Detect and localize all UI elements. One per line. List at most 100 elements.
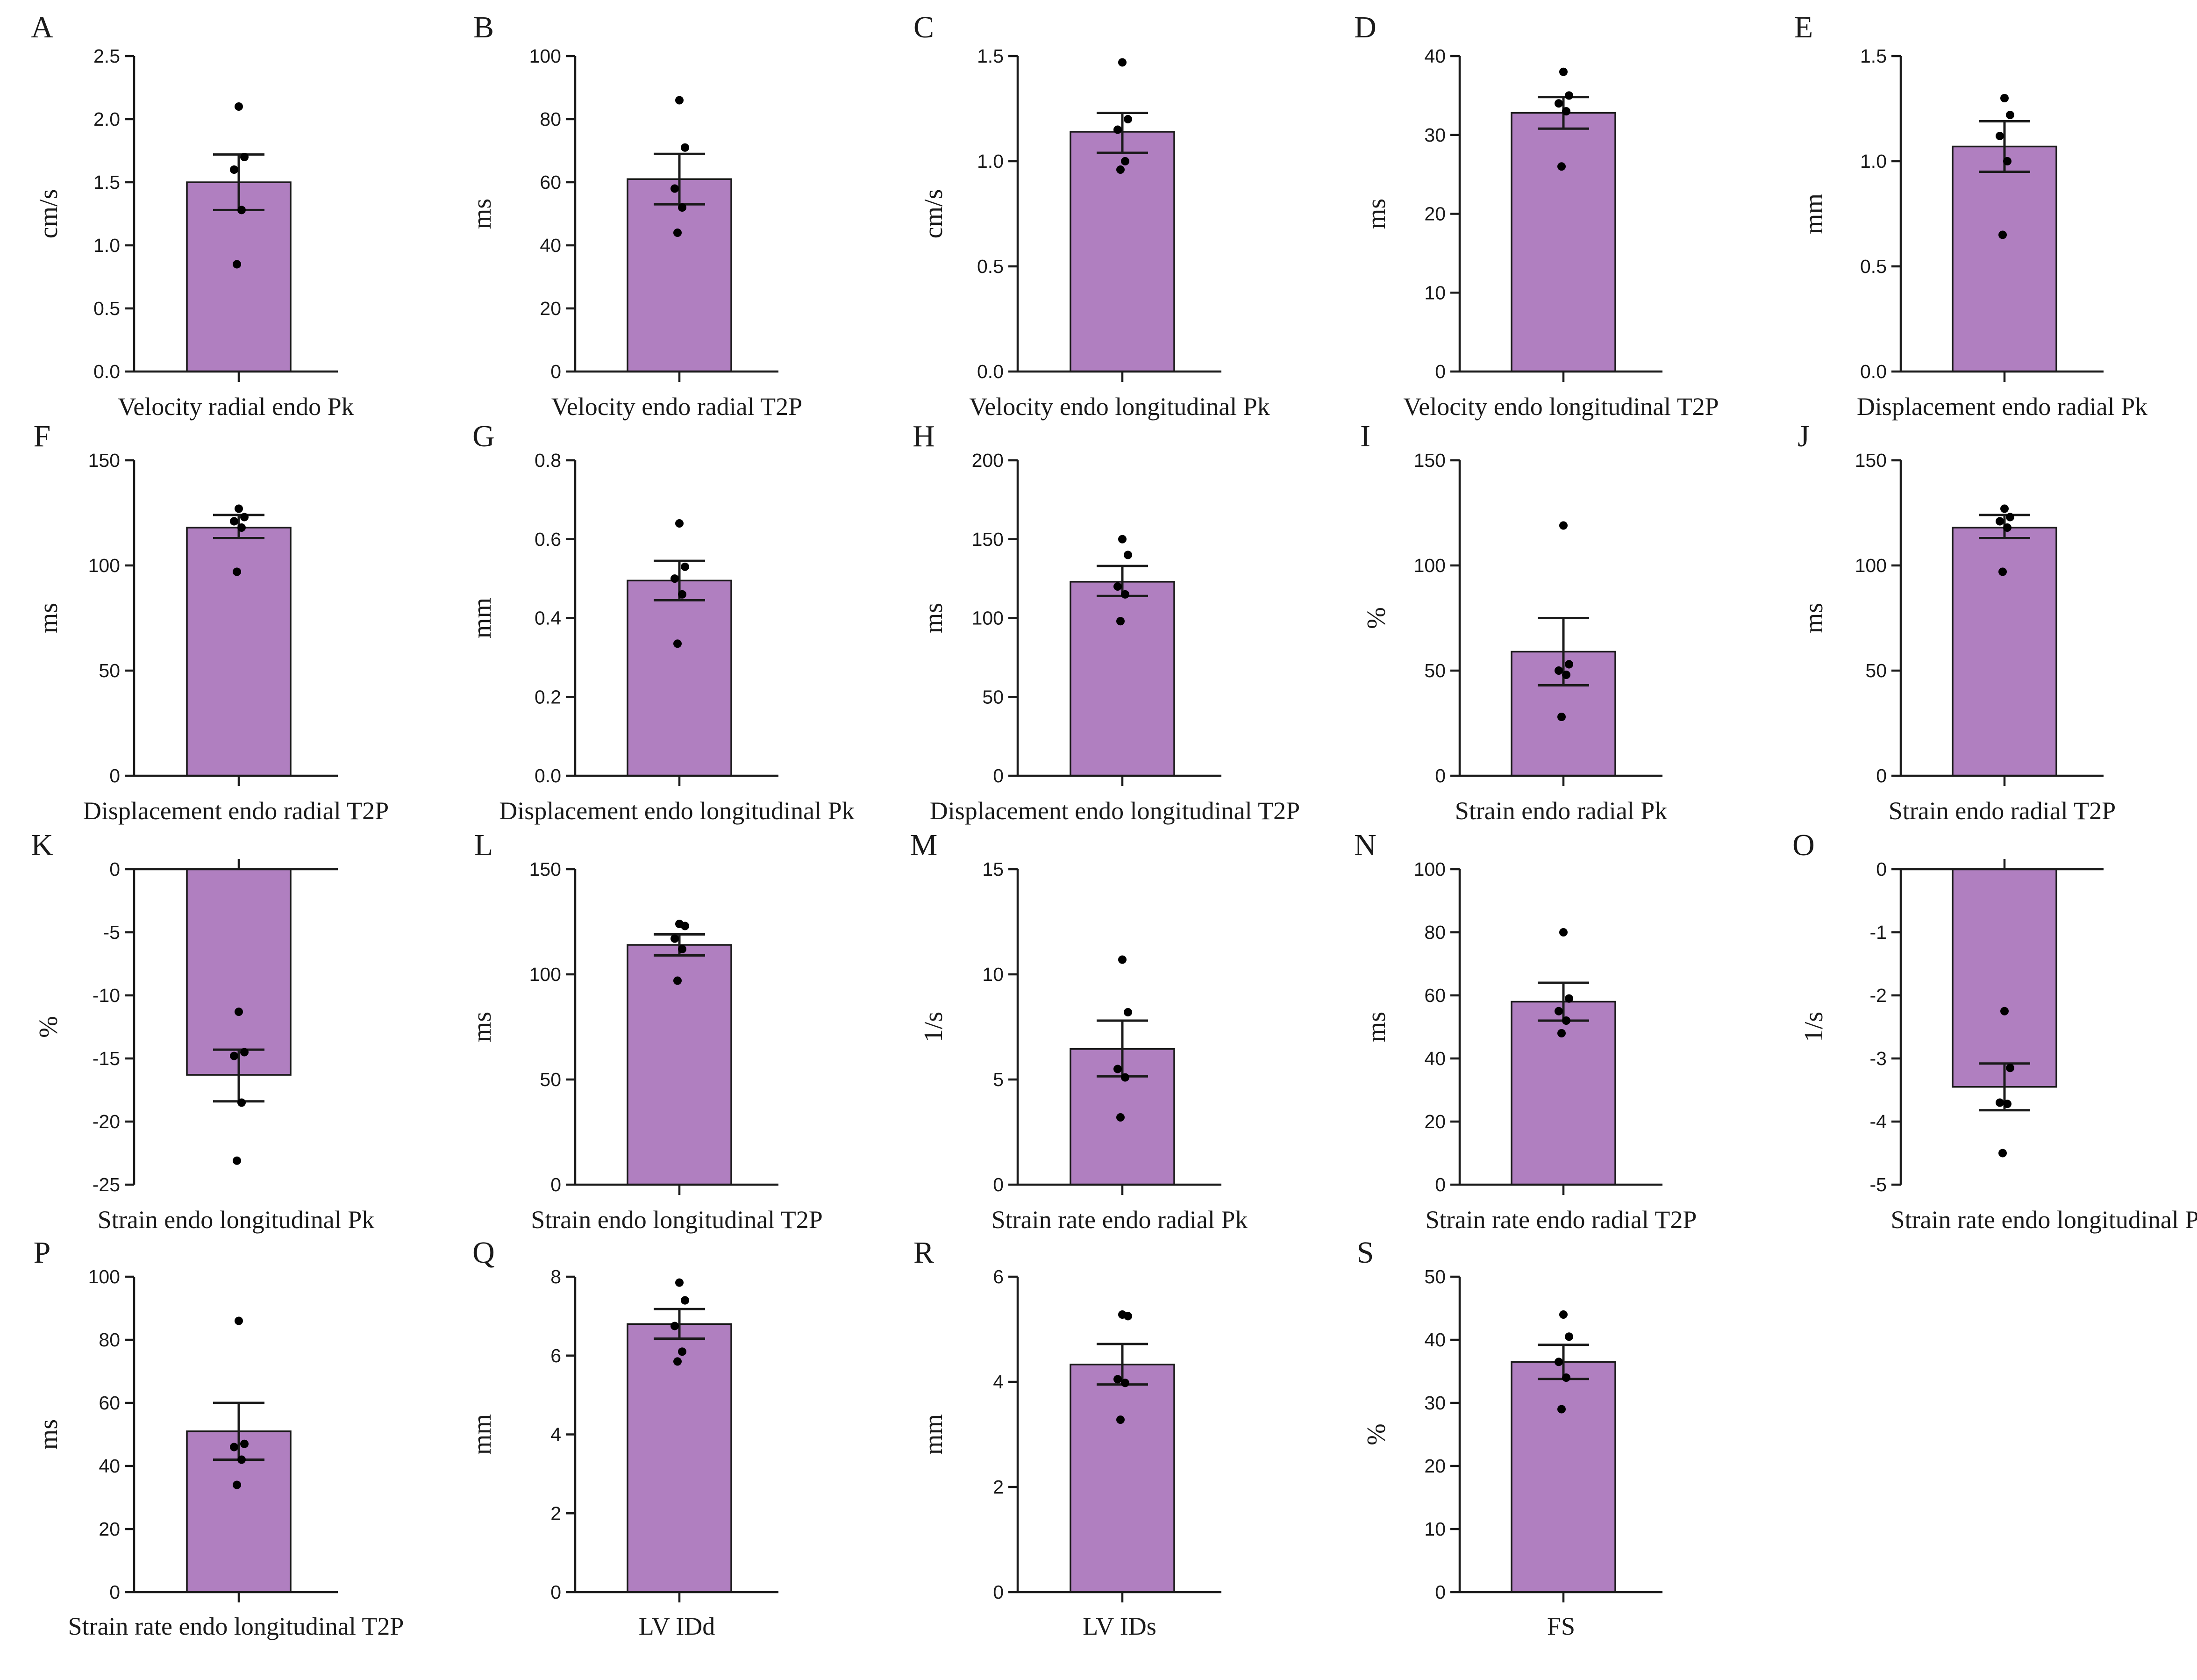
data-point (1124, 1008, 1132, 1016)
bar (1070, 1364, 1175, 1593)
data-point (1557, 713, 1566, 721)
bar (1511, 112, 1616, 372)
data-point (2006, 513, 2014, 522)
y-tick-label: 50 (982, 686, 1004, 708)
y-tick-label: 0 (109, 1581, 120, 1603)
y-axis-label: ms (34, 1419, 63, 1450)
data-point (1124, 1312, 1132, 1321)
data-point (678, 203, 686, 212)
y-axis-label: cm/s (919, 189, 948, 239)
y-tick-label: 40 (1424, 1048, 1446, 1069)
y-tick-label: 0.2 (535, 686, 561, 708)
y-tick-label: 80 (540, 108, 561, 130)
data-point (237, 206, 246, 214)
data-point (1555, 99, 1563, 108)
data-point (240, 153, 249, 161)
data-point (675, 519, 684, 528)
data-point (1121, 157, 1129, 165)
x-axis-label: LV IDs (1083, 1612, 1156, 1640)
y-axis-label: % (34, 1016, 63, 1038)
y-tick-label: 1.5 (93, 172, 120, 193)
y-tick-label: 4 (550, 1424, 561, 1445)
data-point (1998, 567, 2007, 576)
data-point (240, 1439, 249, 1448)
y-tick-label: 0 (109, 858, 120, 880)
x-axis-label: Strain endo longitudinal Pk (98, 1206, 374, 1234)
data-point (1996, 132, 2004, 140)
y-tick-label: 0 (993, 1174, 1004, 1195)
panel-letter: K (31, 828, 53, 862)
panel-e: E 0.0 0.5 1.0 1.5 mm Displacement endo radial … (1794, 10, 2147, 421)
y-tick-label: 100 (972, 608, 1004, 629)
y-axis-label: mm (919, 1414, 948, 1455)
data-point (678, 945, 686, 953)
x-axis-label: Displacement endo radial Pk (1857, 393, 2147, 421)
panel-letter: A (31, 10, 53, 44)
data-point (671, 1322, 679, 1330)
data-point (1555, 1358, 1563, 1366)
panel-letter: O (1792, 828, 1815, 862)
x-axis-label: Velocity radial endo Pk (118, 393, 354, 421)
bar (1952, 868, 2057, 1088)
panel-i: I 0 50 100 150% Strain endo radial Pk (1360, 419, 1667, 825)
panel-letter: R (913, 1236, 934, 1270)
y-tick-label: 0.6 (535, 529, 561, 550)
y-tick-label: 0.8 (535, 450, 561, 471)
y-tick-label: 20 (99, 1518, 120, 1540)
data-point (1562, 1373, 1570, 1382)
y-tick-label: 0.0 (1860, 361, 1887, 382)
data-point (235, 102, 243, 111)
data-point (673, 1357, 682, 1366)
x-axis-label: Velocity endo radial T2P (551, 393, 802, 421)
y-tick-label: 40 (1424, 1329, 1446, 1351)
y-tick-label: 60 (99, 1392, 120, 1414)
y-tick-label: 150 (972, 529, 1004, 550)
data-point (1565, 994, 1573, 1003)
x-axis-label: Strain endo radial Pk (1455, 797, 1667, 825)
x-axis-label: Velocity endo longitudinal Pk (969, 393, 1270, 421)
x-axis-label: Strain endo radial T2P (1889, 797, 2116, 825)
y-tick-label: 1.0 (93, 235, 120, 256)
y-tick-label: 0 (550, 361, 561, 382)
data-point (1562, 1016, 1570, 1025)
bar (186, 181, 292, 372)
y-tick-label: 4 (993, 1371, 1004, 1393)
y-tick-label: 20 (1424, 1455, 1446, 1477)
data-point (1116, 1113, 1125, 1122)
y-tick-label: 0 (993, 1581, 1004, 1603)
panel-g: G 0.0 0.2 0.4 0.6 0.8 mm Displacement endo long… (468, 419, 855, 825)
y-tick-label: 0 (1435, 361, 1446, 382)
data-point (1559, 928, 1568, 937)
data-point (1124, 115, 1132, 123)
panel-s: S 0 10 20 30 40 50% FS (1357, 1236, 1662, 1640)
panel-letter: S (1357, 1236, 1374, 1270)
y-axis-label: mm (468, 598, 497, 638)
y-tick-label: 100 (1855, 555, 1887, 576)
y-tick-label: 0.5 (93, 298, 120, 319)
panel-letter: P (34, 1236, 51, 1270)
y-axis-label: mm (1799, 193, 1828, 234)
panel-f: F 0 50 100 150 ms Displacement endo radial T2P (34, 419, 389, 825)
x-axis-label: FS (1547, 1612, 1575, 1640)
data-point (1557, 162, 1566, 171)
y-tick-label: 0.0 (977, 361, 1004, 382)
y-tick-label: 50 (1424, 660, 1446, 681)
y-axis-label: ms (1799, 603, 1828, 633)
y-tick-label: 150 (88, 450, 120, 471)
y-tick-label: 0 (1876, 858, 1887, 880)
y-tick-label: 0 (1435, 765, 1446, 786)
data-point (1118, 955, 1127, 964)
y-tick-label: -25 (93, 1174, 120, 1195)
bar (1952, 145, 2057, 372)
panel-letter: D (1354, 10, 1377, 44)
data-point (1996, 1098, 2004, 1107)
y-tick-label: 0.0 (535, 765, 561, 786)
data-point (1113, 1065, 1122, 1073)
data-point (2006, 111, 2014, 119)
bar (186, 527, 292, 777)
x-axis-label: Displacement endo longitudinal Pk (499, 797, 854, 825)
y-tick-label: 150 (1855, 450, 1887, 471)
data-point (2006, 1064, 2014, 1072)
y-tick-label: -1 (1870, 922, 1887, 943)
